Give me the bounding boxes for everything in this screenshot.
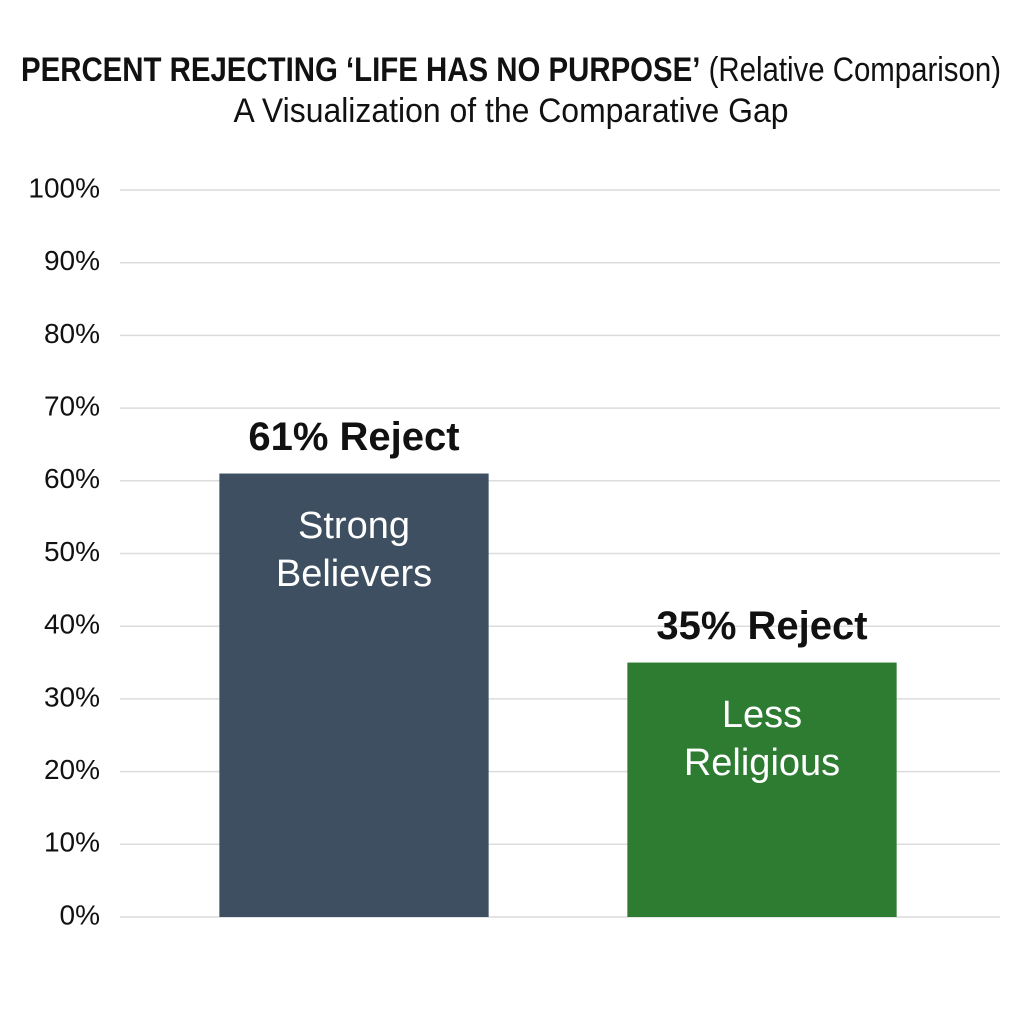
y-tick-label: 60% xyxy=(44,463,100,494)
chart-subtitle: A Visualization of the Comparative Gap xyxy=(234,92,789,130)
y-tick-label: 90% xyxy=(44,245,100,276)
y-tick-label: 80% xyxy=(44,318,100,349)
value-label: 61% Reject xyxy=(248,415,459,459)
y-tick-label: 30% xyxy=(44,681,100,712)
y-tick-label: 20% xyxy=(44,754,100,785)
value-label: 35% Reject xyxy=(656,604,867,648)
title-main: PERCENT REJECTING ‘LIFE HAS NO PURPOSE’ xyxy=(21,51,700,89)
y-tick-label: 0% xyxy=(60,899,100,930)
y-tick-label: 40% xyxy=(44,609,100,640)
category-label: Less Religious xyxy=(683,693,841,784)
bar xyxy=(219,473,489,917)
y-tick-label: 100% xyxy=(28,172,100,203)
y-tick-label: 50% xyxy=(44,536,100,567)
title-qualifier: (Relative Comparison) xyxy=(709,51,1001,89)
y-tick-label: 70% xyxy=(44,390,100,421)
y-tick-label: 10% xyxy=(44,827,100,858)
bar xyxy=(627,662,897,917)
category-label: Strong Believers xyxy=(275,504,433,595)
chart-title: PERCENT REJECTING ‘LIFE HAS NO PURPOSE’ … xyxy=(21,51,1001,89)
